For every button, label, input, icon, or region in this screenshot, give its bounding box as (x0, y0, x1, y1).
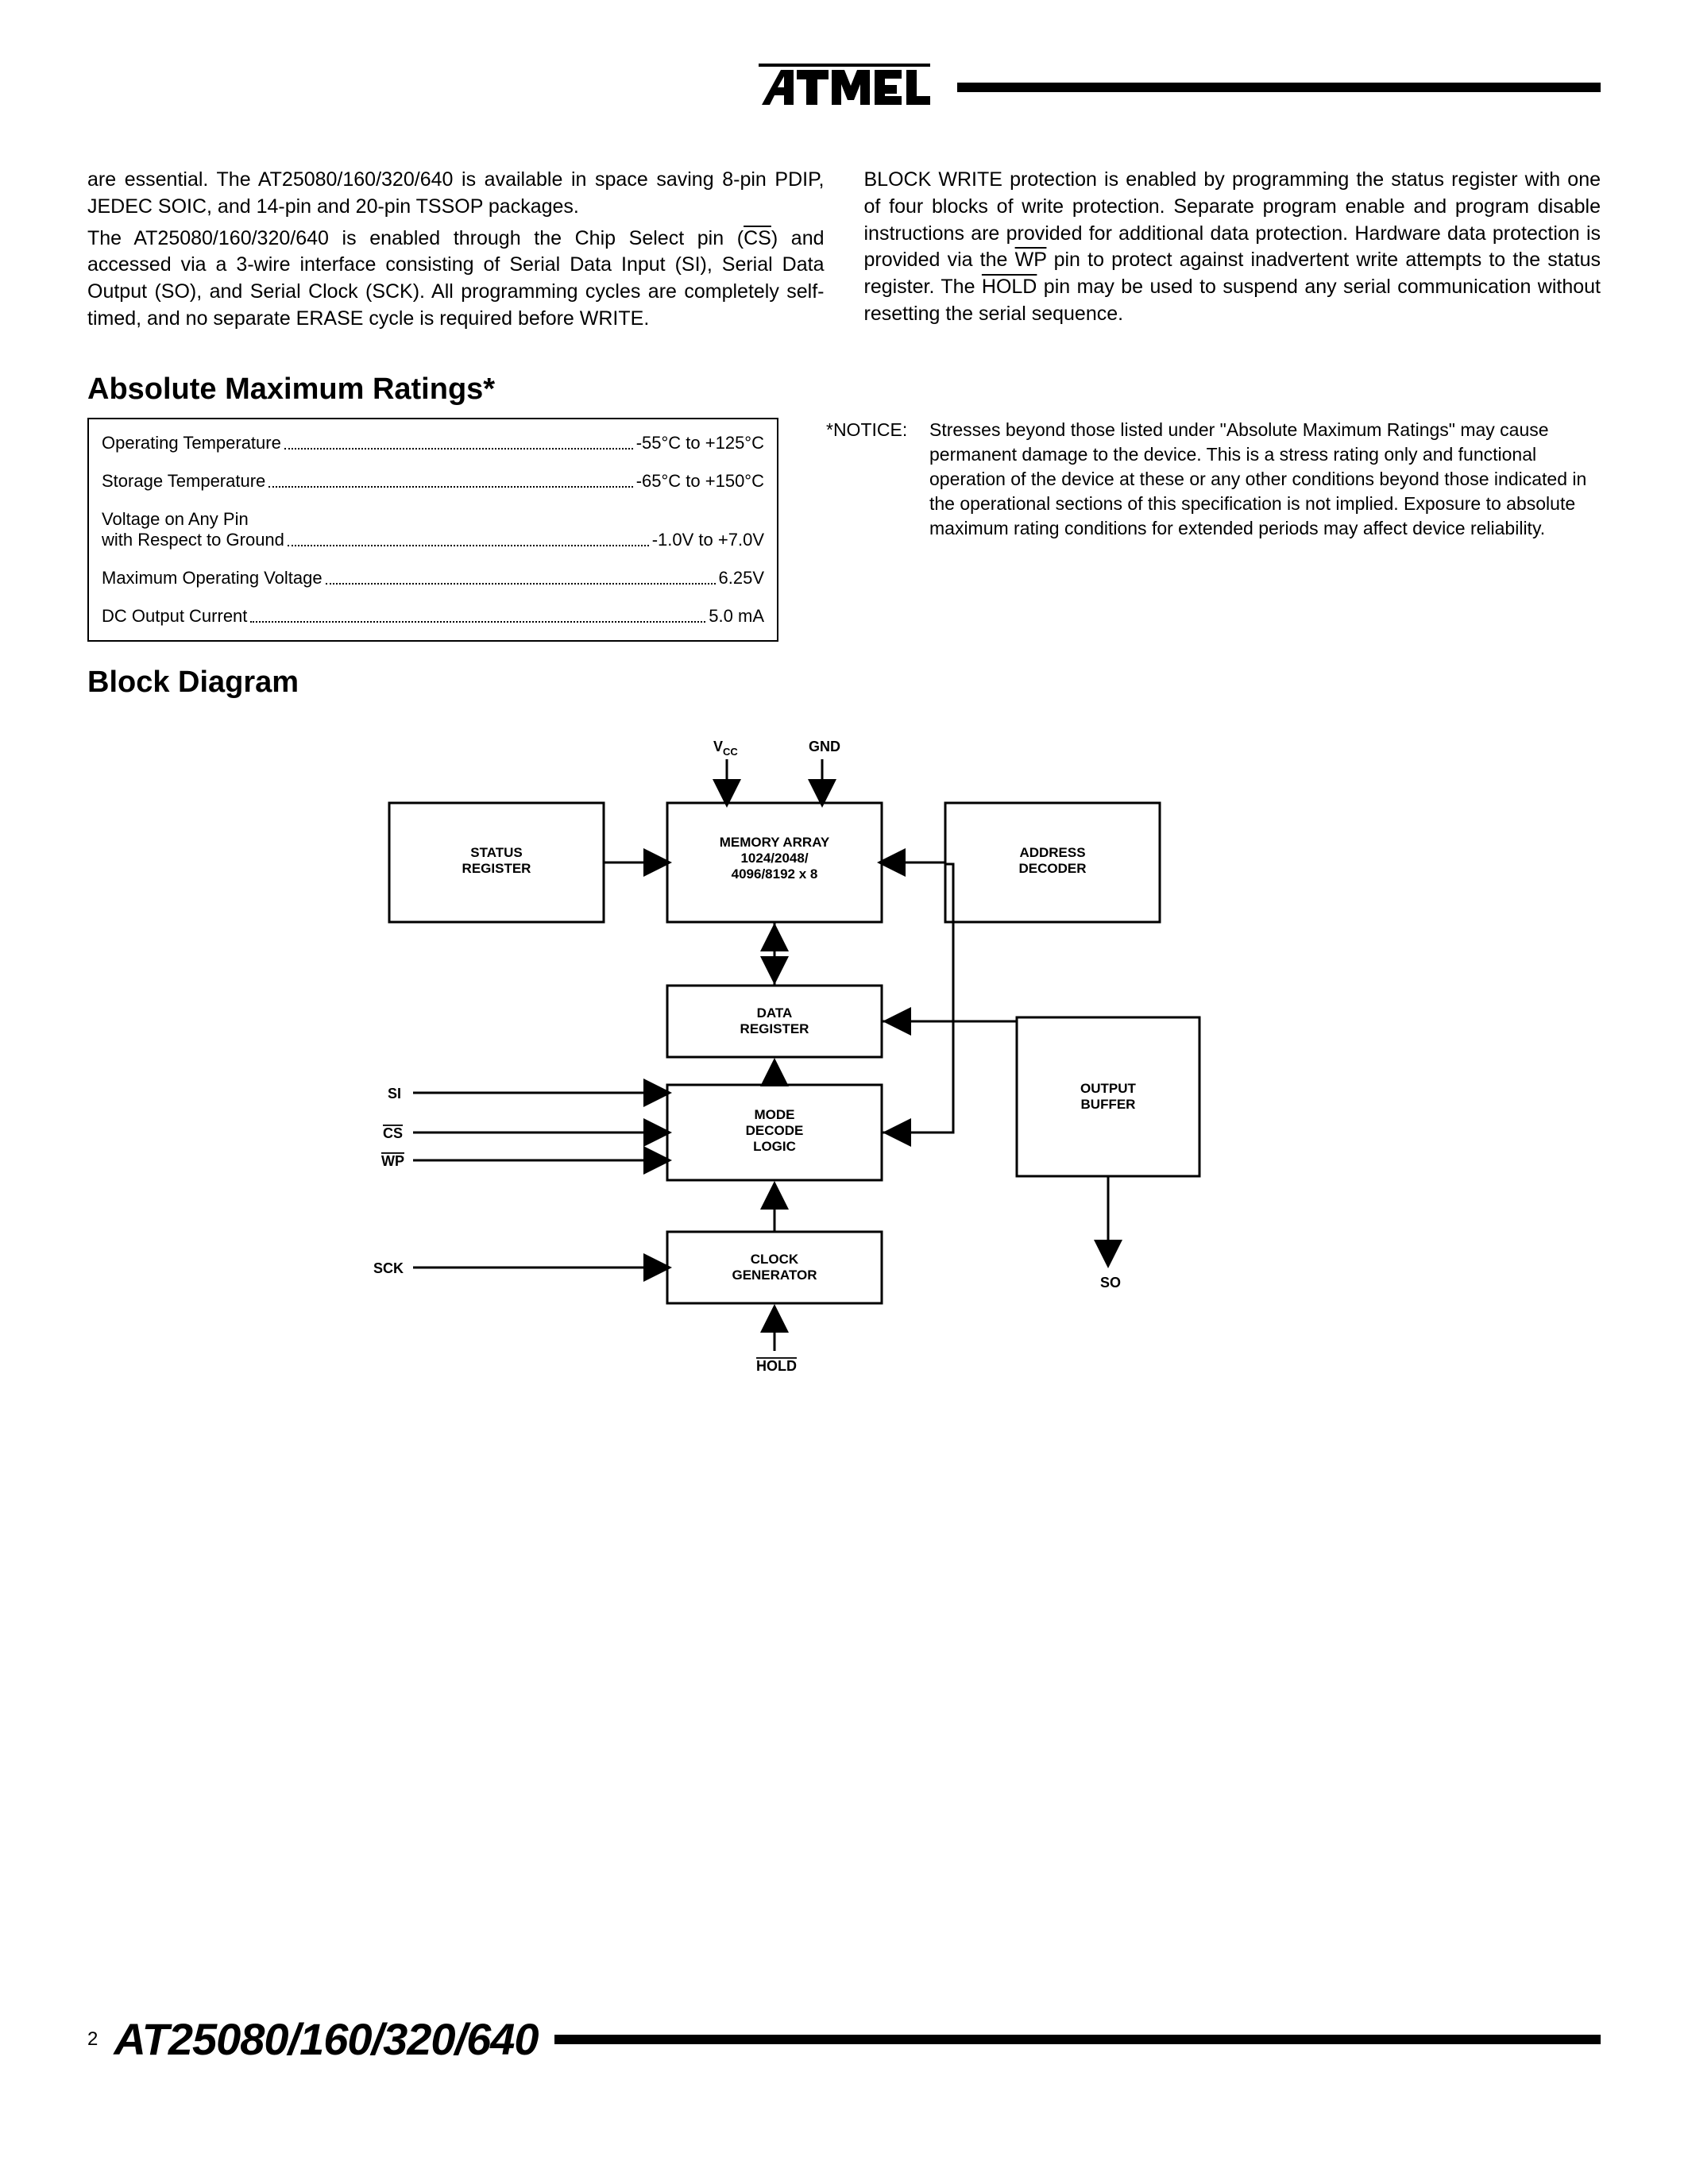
svg-text:CS: CS (383, 1125, 403, 1141)
svg-text:STATUS: STATUS (470, 845, 522, 860)
svg-text:MEMORY ARRAY: MEMORY ARRAY (720, 835, 830, 850)
svg-text:LOGIC: LOGIC (753, 1139, 796, 1154)
page-number: 2 (87, 2028, 98, 2051)
svg-text:HOLD: HOLD (756, 1358, 797, 1374)
svg-text:MODE: MODE (755, 1107, 795, 1122)
atmel-logo (757, 56, 932, 119)
ratings-heading: Absolute Maximum Ratings* (87, 372, 1601, 407)
rating-row: DC Output Current 5.0 mA (89, 597, 777, 635)
rating-row: Operating Temperature -55°C to +125°C (89, 424, 777, 462)
svg-text:REGISTER: REGISTER (462, 861, 531, 876)
rating-row: Maximum Operating Voltage 6.25V (89, 559, 777, 597)
rating-row: Storage Temperature -65°C to +150°C (89, 462, 777, 500)
intro-p1: are essential. The AT25080/160/320/640 i… (87, 167, 825, 221)
block-diagram-heading: Block Diagram (87, 666, 1601, 700)
rating-row: Voltage on Any Pin with Respect to Groun… (89, 500, 777, 559)
header-rule (957, 83, 1601, 92)
notice-block: *NOTICE: Stresses beyond those listed un… (826, 418, 1601, 541)
footer-rule (554, 2035, 1601, 2044)
svg-text:1024/2048/: 1024/2048/ (740, 851, 808, 866)
svg-text:GENERATOR: GENERATOR (732, 1268, 817, 1283)
svg-text:DATA: DATA (757, 1005, 793, 1021)
svg-text:OUTPUT: OUTPUT (1080, 1081, 1137, 1096)
svg-text:DECODER: DECODER (1018, 861, 1086, 876)
svg-text:ADDRESS: ADDRESS (1019, 845, 1085, 860)
svg-text:GND: GND (809, 739, 840, 754)
svg-text:VCC: VCC (713, 739, 738, 758)
notice-text: Stresses beyond those listed under "Abso… (929, 418, 1601, 541)
intro-text: are essential. The AT25080/160/320/640 i… (87, 167, 1601, 333)
footer-title: AT25080/160/320/640 (114, 2013, 538, 2065)
page-header (87, 56, 1601, 119)
notice-label: *NOTICE: (826, 418, 929, 541)
block-diagram: STATUS REGISTER MEMORY ARRAY 1024/2048/ … (326, 716, 1279, 1430)
svg-text:WP: WP (381, 1153, 404, 1169)
ratings-table: Operating Temperature -55°C to +125°C St… (87, 418, 778, 642)
svg-text:CLOCK: CLOCK (751, 1252, 799, 1267)
svg-text:BUFFER: BUFFER (1081, 1097, 1136, 1112)
svg-text:4096/8192 x 8: 4096/8192 x 8 (732, 866, 818, 882)
svg-text:SCK: SCK (373, 1260, 404, 1276)
intro-col-left: are essential. The AT25080/160/320/640 i… (87, 167, 825, 333)
intro-p3: BLOCK WRITE protection is enabled by pro… (864, 167, 1601, 328)
svg-text:DECODE: DECODE (746, 1123, 804, 1138)
intro-col-right: BLOCK WRITE protection is enabled by pro… (864, 167, 1601, 333)
svg-text:SI: SI (388, 1086, 401, 1102)
page-footer: 2 AT25080/160/320/640 (87, 2013, 1601, 2065)
svg-text:SO: SO (1100, 1275, 1121, 1291)
intro-p2: The AT25080/160/320/640 is enabled throu… (87, 226, 825, 333)
svg-text:REGISTER: REGISTER (740, 1021, 809, 1036)
